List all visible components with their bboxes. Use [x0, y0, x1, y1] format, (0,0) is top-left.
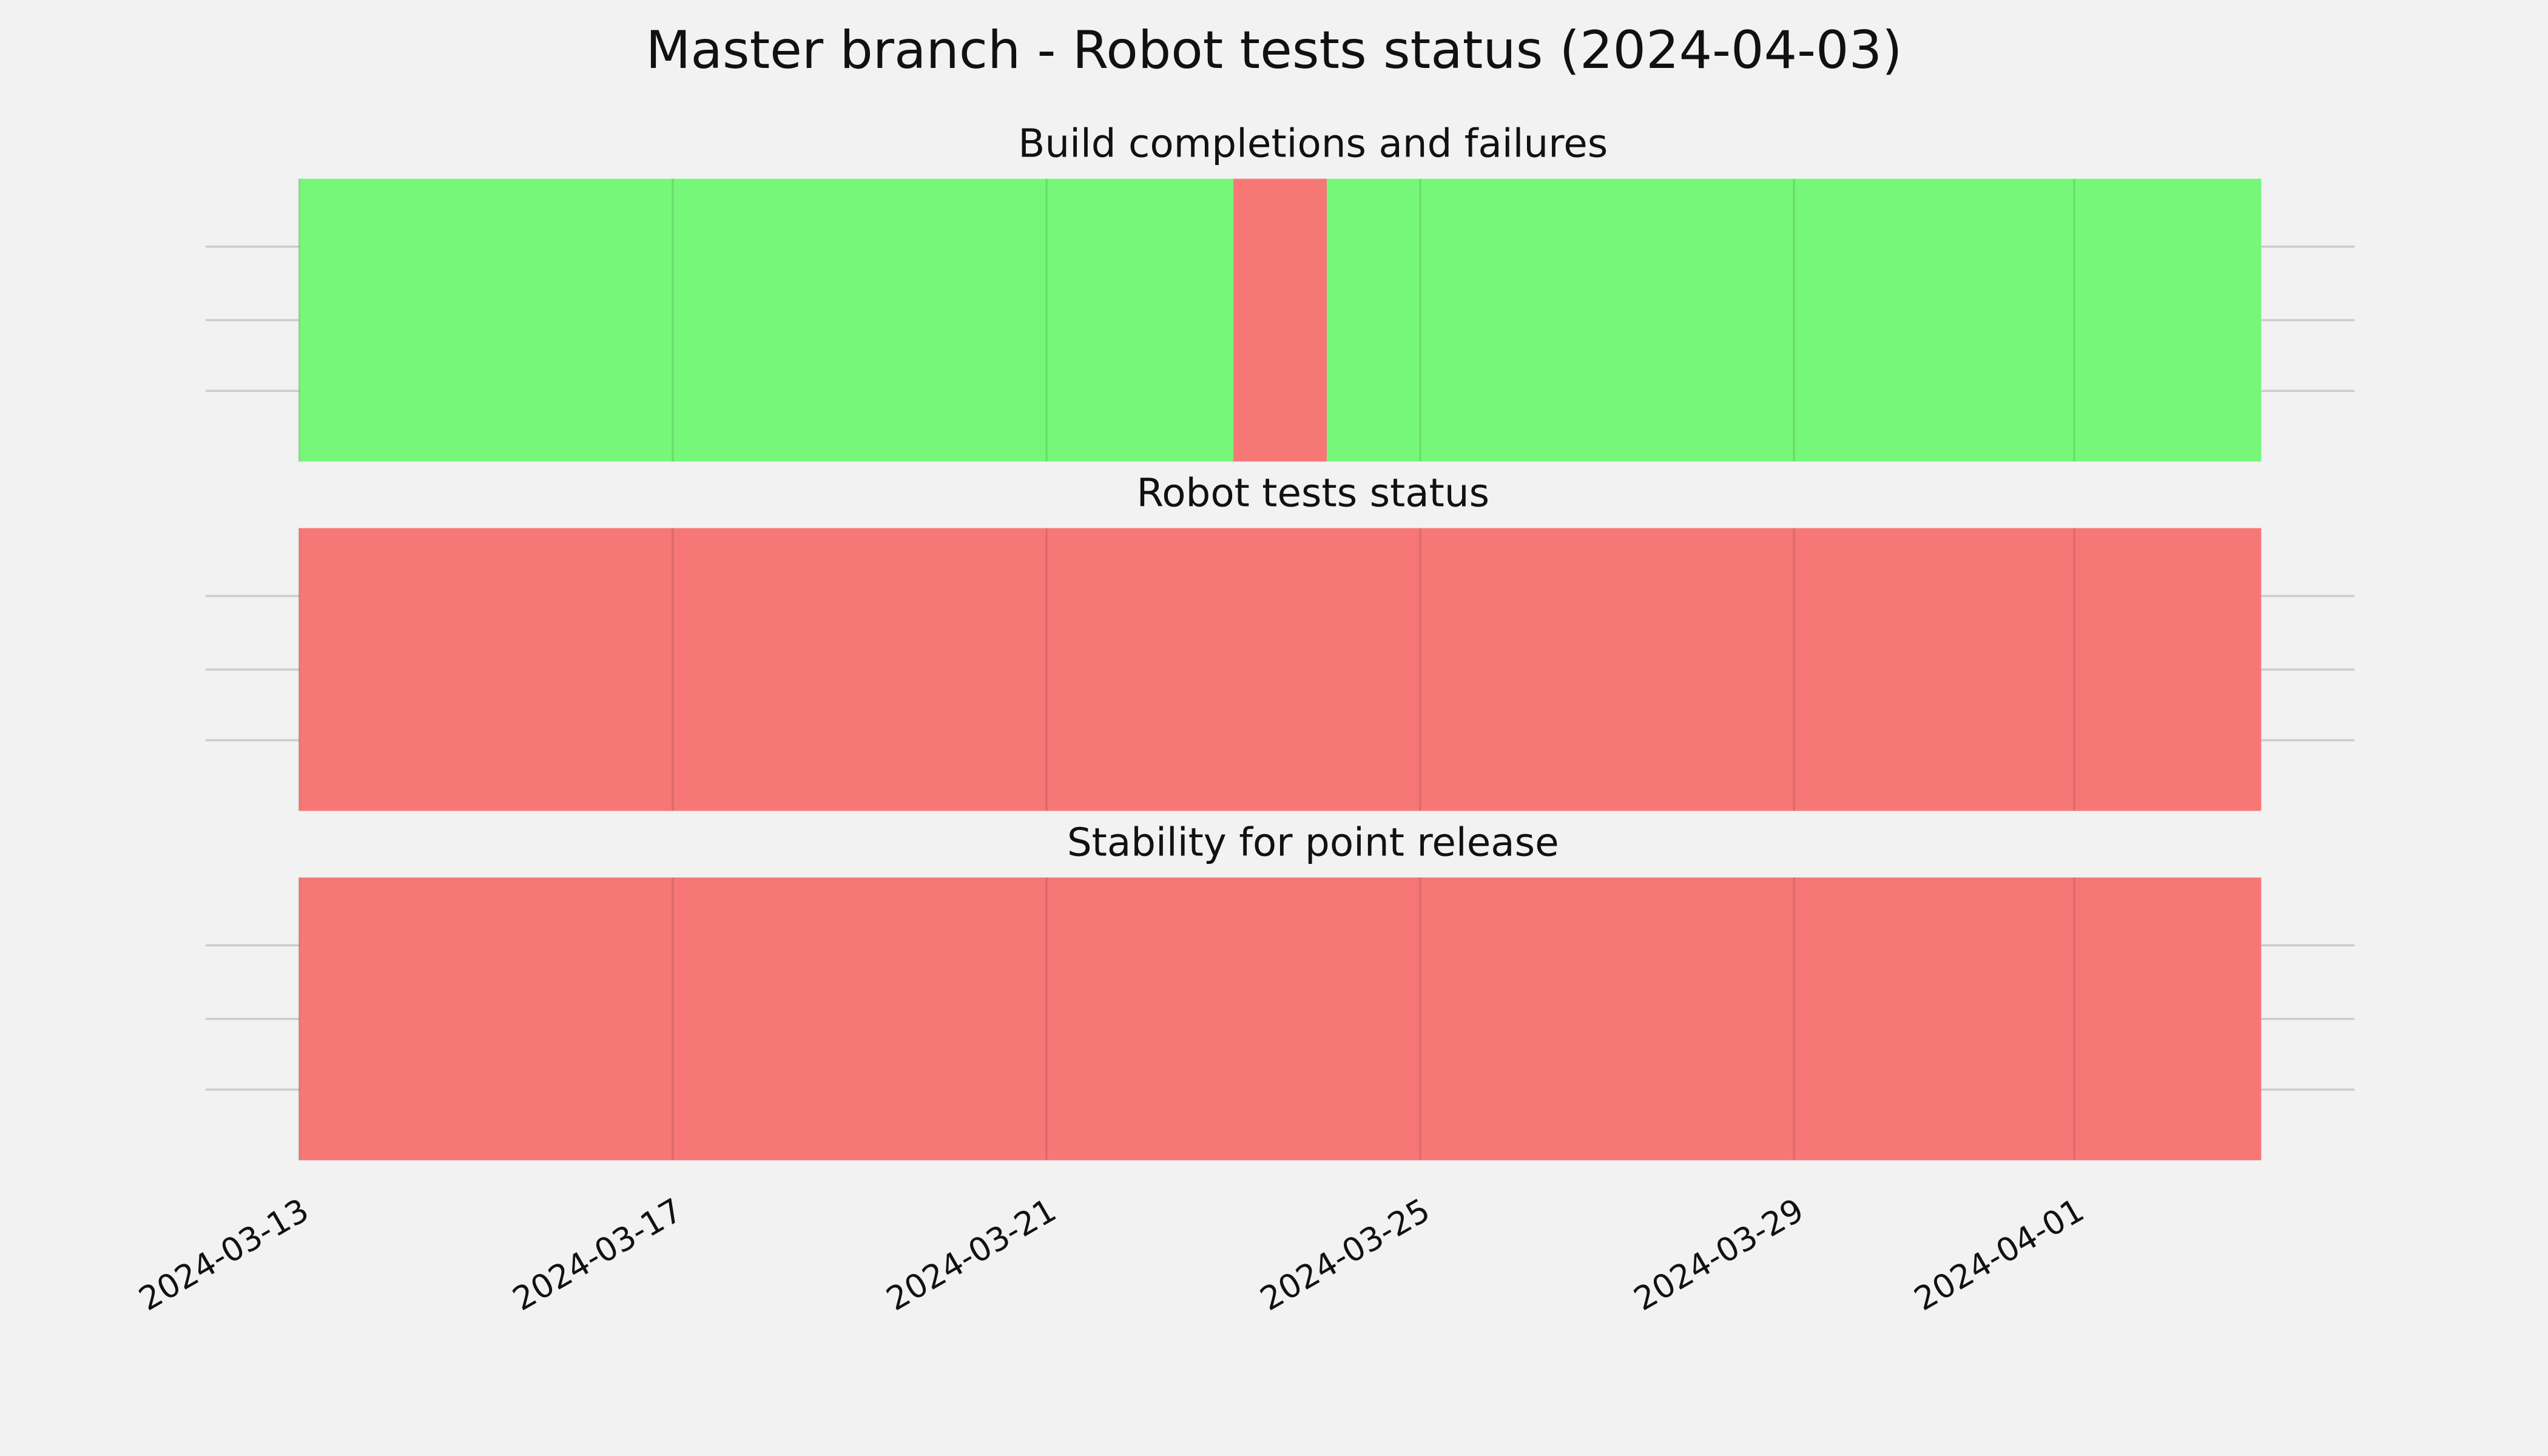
status-segment [298, 178, 1234, 462]
status-segment [1327, 178, 2262, 462]
status-segment [298, 528, 2262, 811]
status-segment [298, 877, 2262, 1161]
status-segment [1233, 178, 1327, 462]
panel-title: Build completions and failures [1018, 121, 1608, 167]
panel-title: Robot tests status [1136, 471, 1489, 516]
chart-title: Master branch - Robot tests status (2024… [645, 20, 1902, 81]
panel-title: Stability for point release [1067, 820, 1559, 865]
